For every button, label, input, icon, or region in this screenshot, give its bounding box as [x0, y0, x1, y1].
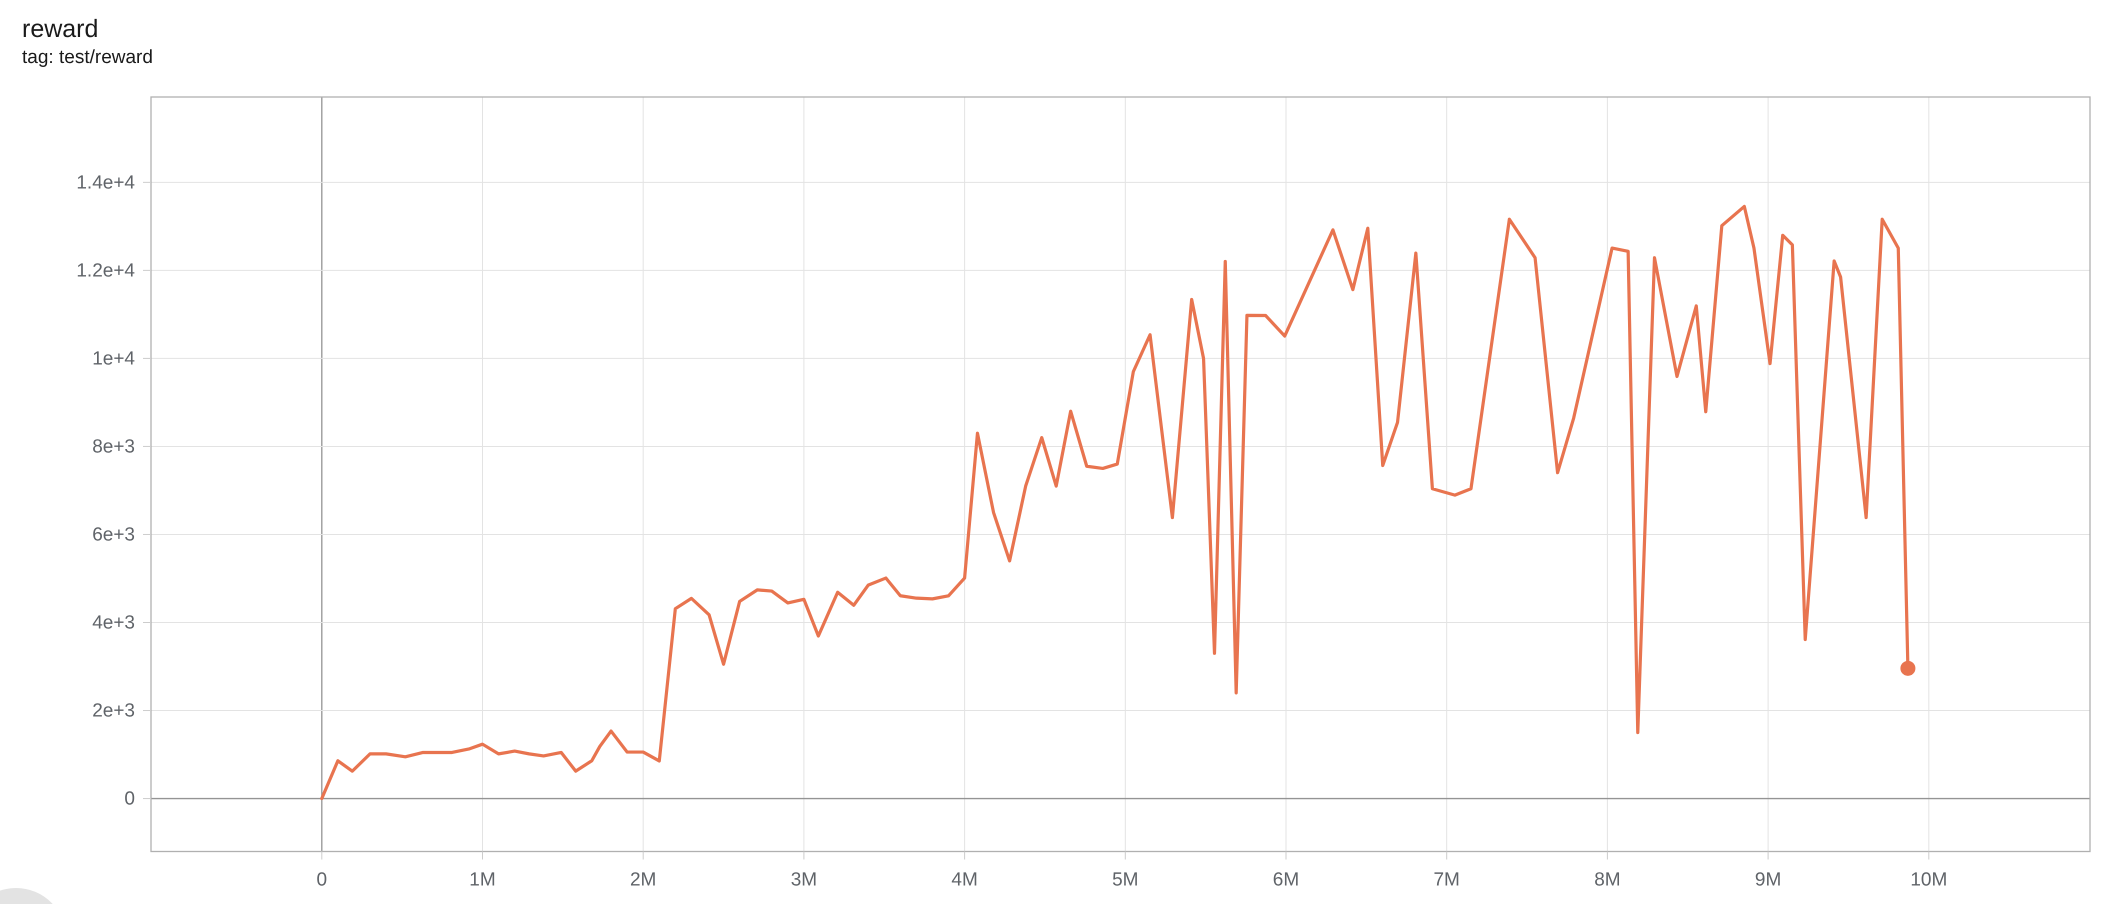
svg-text:reward: reward	[22, 15, 98, 43]
svg-text:tag: test/reward: tag: test/reward	[22, 47, 153, 68]
